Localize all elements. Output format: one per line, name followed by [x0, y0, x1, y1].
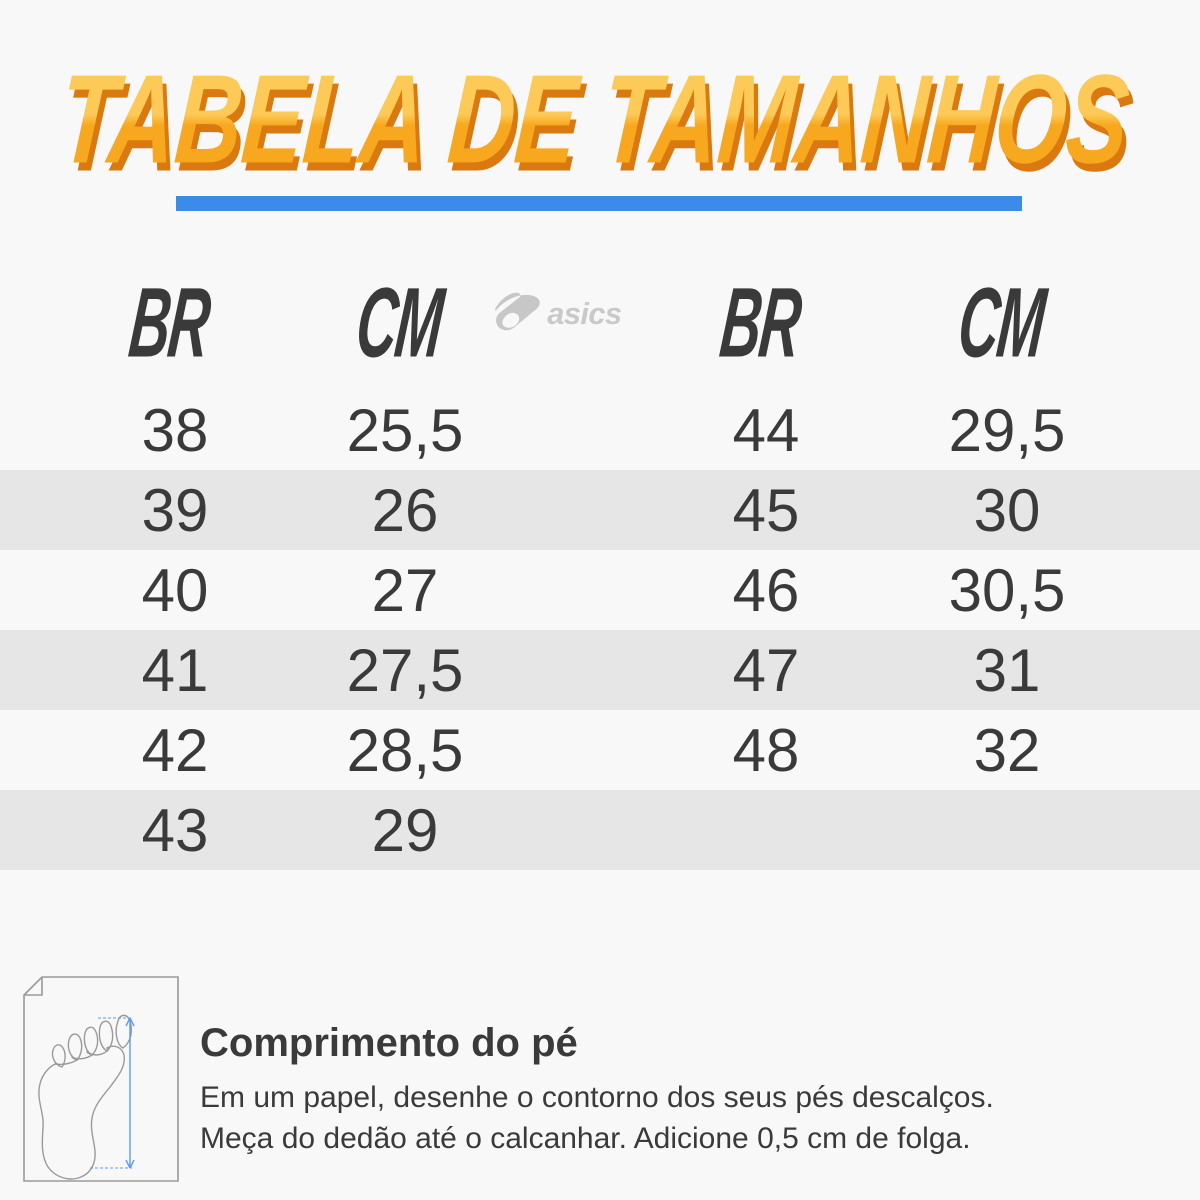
svg-text:asics: asics	[547, 296, 622, 331]
